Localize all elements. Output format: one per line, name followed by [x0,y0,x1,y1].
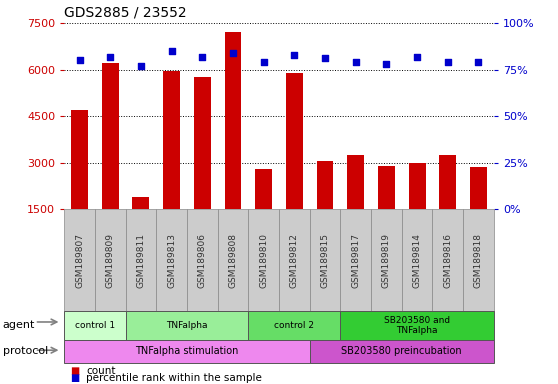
Text: GSM189811: GSM189811 [136,233,146,288]
Text: GSM189808: GSM189808 [228,233,238,288]
Text: GDS2885 / 23552: GDS2885 / 23552 [64,5,187,19]
Bar [71,110,88,256]
Point [382,61,391,67]
Point [474,59,483,65]
Point [259,59,268,65]
Point [136,63,145,69]
Bar [286,73,303,256]
Point [412,53,421,60]
Bar [439,155,456,256]
Point [198,53,206,60]
Text: SB203580 and
TNFalpha: SB203580 and TNFalpha [384,316,450,335]
Text: GSM189813: GSM189813 [167,233,176,288]
Text: GSM189818: GSM189818 [474,233,483,288]
Point [290,51,299,58]
Point [443,59,452,65]
Text: GSM189819: GSM189819 [382,233,391,288]
Text: GSM189815: GSM189815 [320,233,330,288]
Point [105,53,115,60]
Point [75,57,84,63]
Text: ■: ■ [70,373,79,383]
Bar [102,63,119,256]
Text: GSM189817: GSM189817 [351,233,360,288]
Bar [470,167,487,256]
Point [320,55,329,61]
Text: TNFalpha: TNFalpha [166,321,208,330]
Text: GSM189814: GSM189814 [412,233,422,288]
Bar [408,163,426,256]
Text: GSM189816: GSM189816 [443,233,453,288]
Bar [255,169,272,256]
Text: SB203580 preincubation: SB203580 preincubation [341,346,462,356]
Point [229,50,238,56]
Text: GSM189807: GSM189807 [75,233,84,288]
Point [167,48,176,54]
Bar [347,155,364,256]
Text: GSM189812: GSM189812 [290,233,299,288]
Bar [194,77,211,256]
Text: control 2: control 2 [275,321,314,330]
Bar [163,71,180,256]
Bar [316,161,334,256]
Text: percentile rank within the sample: percentile rank within the sample [86,373,262,383]
Bar [132,197,150,256]
Bar [224,32,242,256]
Text: agent: agent [3,320,35,331]
Text: ■: ■ [70,366,79,376]
Bar [378,166,395,256]
Text: protocol: protocol [3,346,48,356]
Point [351,59,360,65]
Text: GSM189806: GSM189806 [198,233,207,288]
Text: control 1: control 1 [75,321,115,330]
Text: count: count [86,366,116,376]
Text: TNFalpha stimulation: TNFalpha stimulation [135,346,239,356]
Text: GSM189810: GSM189810 [259,233,268,288]
Text: GSM189809: GSM189809 [105,233,115,288]
